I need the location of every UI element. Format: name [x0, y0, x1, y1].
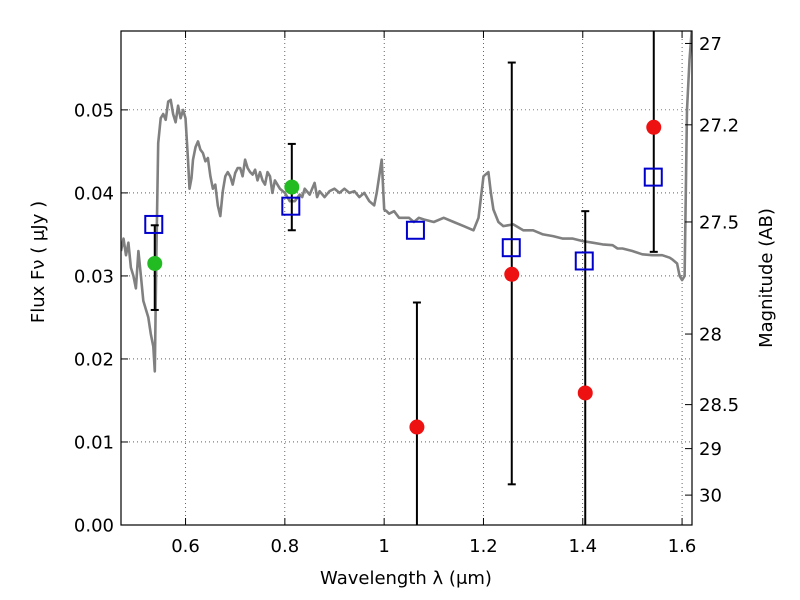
x-tick-label-1: 0.8	[271, 536, 300, 557]
x-tick-label-3: 1.2	[469, 536, 498, 557]
model-point-square-3	[501, 238, 521, 258]
y-tick-label-4: 0.04	[74, 183, 114, 204]
y2-tick-label-3: 28	[699, 325, 722, 346]
y-tick-label-5: 0.05	[74, 100, 114, 121]
model-point-square-4	[574, 251, 594, 271]
model-point-square-0	[144, 214, 164, 234]
x-axis-ticks: 0.6 0.8 1 1.2 1.4 1.6	[171, 31, 696, 557]
y-tick-label-0: 0.00	[74, 516, 114, 537]
y2-axis-label: Magnitude (AB)	[756, 208, 777, 348]
y2-axis-ticks: 27 27.2 27.5 28 28.5 29 30	[685, 34, 739, 507]
y2-tick-label-2: 27.5	[699, 212, 739, 233]
data-point-circle-0-0	[147, 255, 163, 271]
data-point-circle-1-1	[504, 266, 520, 282]
model-point-square-2	[405, 220, 425, 240]
data-point-circle-1-2	[577, 385, 593, 401]
y2-tick-label-6: 30	[699, 486, 722, 507]
x-tick-label-4: 1.4	[568, 536, 597, 557]
template-spectrum-line	[121, 31, 692, 373]
y2-tick-label-1: 27.2	[699, 115, 739, 136]
data-point-circle-1-3	[646, 119, 662, 135]
grid	[121, 31, 692, 526]
y2-tick-label-5: 29	[699, 439, 722, 460]
y2-tick-label-4: 28.5	[699, 395, 739, 416]
data-point-circle-0-1	[284, 179, 300, 195]
y-tick-label-1: 0.01	[74, 432, 114, 453]
model-point-square-5	[643, 167, 663, 187]
y-tick-label-3: 0.03	[74, 266, 114, 287]
y-axis-ticks: 0.00 0.01 0.02 0.03 0.04 0.05	[74, 100, 128, 537]
template-spectrum	[121, 31, 692, 373]
y2-tick-label-0: 27	[699, 34, 722, 55]
x-tick-label-0: 0.6	[171, 536, 200, 557]
model-point-square-1	[281, 196, 301, 216]
y-tick-label-2: 0.02	[74, 349, 114, 370]
x-tick-label-2: 1	[378, 536, 389, 557]
x-axis-label: Wavelength λ (μm)	[320, 568, 492, 589]
data-points	[144, 119, 663, 435]
plot-frame	[120, 30, 693, 526]
x-tick-label-5: 1.6	[668, 536, 697, 557]
data-point-circle-1-0	[409, 419, 425, 435]
y-axis-label: Flux Fν ( μJy )	[28, 201, 49, 323]
